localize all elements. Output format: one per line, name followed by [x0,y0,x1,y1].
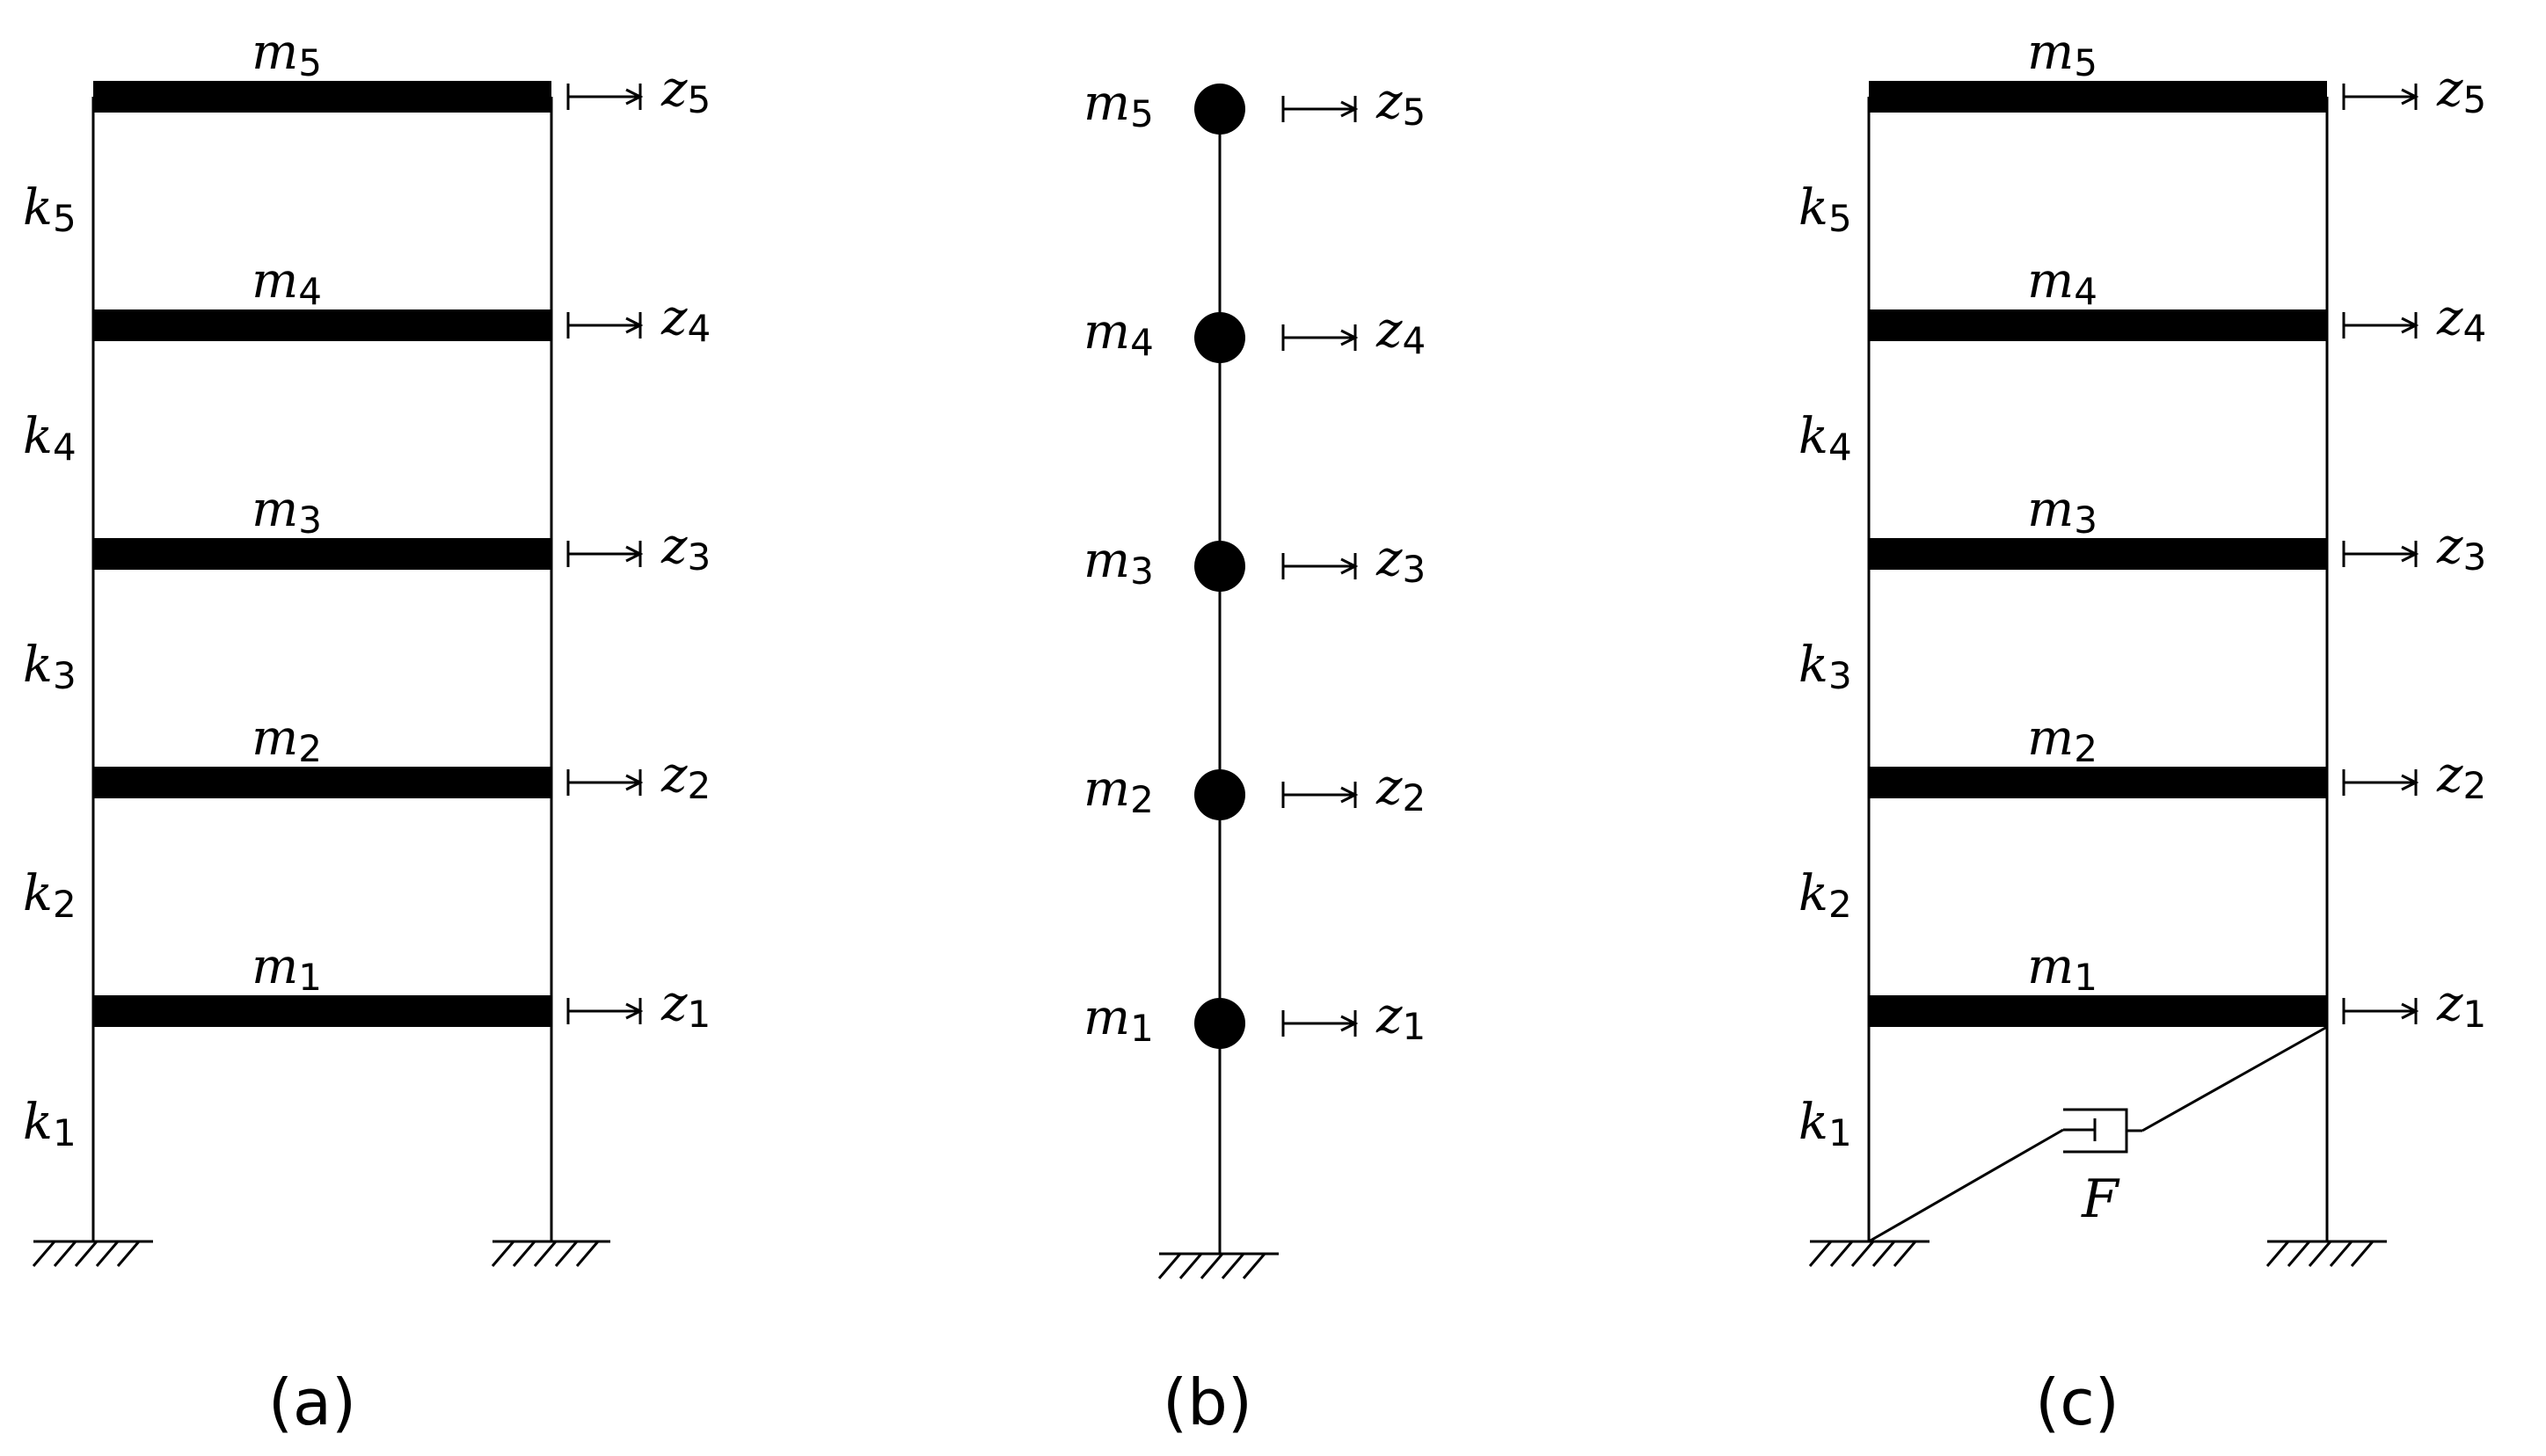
floor-slab-5 [1869,81,2327,113]
floor-slab-4 [1869,309,2327,341]
displacement-label-2: z2 [660,746,711,807]
damper-label: F [2081,1168,2120,1230]
displacement-arrow-5 [566,84,644,110]
panel-a: m5 m4 m3 m2 m1 z5 z4 z3 z2 z1 k5 k4 k3 k… [23,24,711,1439]
displacement-label-3: z3 [1375,530,1426,591]
mass-label-2: m2 [252,710,322,770]
mass-label-1: m1 [2027,938,2097,999]
displacement-label-5: z5 [2436,61,2486,121]
mass-label-4: m4 [252,252,322,313]
mass-label-1: m1 [252,938,322,999]
lumped-mass-1 [1194,998,1245,1049]
lumped-mass-3 [1194,541,1245,592]
mass-label-3: m3 [1083,532,1154,593]
displacement-label-4: z4 [1375,302,1426,362]
floor-slab-1 [1869,995,2327,1027]
ground-support-left [1808,1240,1930,1267]
displacement-label-1: z1 [660,975,711,1036]
mass-label-2: m2 [1083,761,1154,821]
panel-caption: (c) [2035,1365,2119,1439]
ground-support [1157,1252,1279,1279]
displacement-label-1: z1 [1375,987,1426,1048]
ground-support-left [32,1240,153,1267]
displacement-label-3: z3 [660,518,711,579]
displacement-arrow-2 [566,769,644,796]
displacement-label-2: z2 [2436,746,2486,807]
mass-label-5: m5 [1083,75,1154,135]
stiffness-label-5: k5 [23,179,77,240]
floor-slab-2 [1869,767,2327,798]
panel-caption: (b) [1163,1365,1252,1439]
panel-b: m5 m4 m3 m2 m1 z5 z4 z3 z2 z1 (b) [1083,73,1426,1439]
mass-label-3: m3 [252,481,322,542]
displacement-label-2: z2 [1375,759,1426,819]
stiffness-label-5: k5 [1798,179,1852,240]
displacement-label-5: z5 [1375,73,1426,134]
stiffness-label-3: k3 [1798,637,1852,697]
displacement-arrow-3 [566,541,644,567]
lumped-mass-4 [1194,312,1245,363]
displacement-label-5: z5 [660,61,711,121]
displacement-arrow-3 [2342,541,2419,567]
lumped-mass-2 [1194,769,1245,820]
ground-support-right [2265,1240,2387,1267]
displacement-arrow-4 [1281,324,1359,351]
stiffness-label-1: k1 [1798,1094,1852,1154]
mass-label-2: m2 [2027,710,2097,770]
displacement-arrow-1 [1281,1010,1359,1037]
stiffness-label-2: k2 [23,865,77,926]
stiffness-label-4: k4 [1798,408,1852,469]
floor-slab-2 [93,767,551,798]
mass-label-4: m4 [2027,252,2097,313]
mass-label-5: m5 [252,24,322,84]
panel-caption: (a) [268,1365,356,1439]
displacement-arrow-1 [2342,998,2419,1024]
displacement-label-4: z4 [2436,289,2486,350]
stiffness-label-1: k1 [23,1094,77,1154]
displacement-arrow-4 [566,312,644,339]
floor-slab-1 [93,995,551,1027]
displacement-arrow-2 [2342,769,2419,796]
displacement-arrow-3 [1281,553,1359,579]
mass-label-3: m3 [2027,481,2097,542]
panel-c: m5 m4 m3 m2 m1 z5 z4 z3 z2 z1 k5 k4 k3 k… [1798,24,2486,1439]
floor-slab-4 [93,309,551,341]
displacement-arrow-4 [2342,312,2419,339]
displacement-arrow-2 [1281,782,1359,808]
displacement-label-4: z4 [660,289,711,350]
stiffness-label-3: k3 [23,637,77,697]
mass-label-1: m1 [1083,989,1154,1050]
floor-slab-5 [93,81,551,113]
stiffness-label-4: k4 [23,408,77,469]
stiffness-label-2: k2 [1798,865,1852,926]
displacement-arrow-1 [566,998,644,1024]
floor-slab-3 [1869,538,2327,570]
mass-label-4: m4 [1083,303,1154,364]
displacement-label-1: z1 [2436,975,2486,1036]
displacement-arrow-5 [1281,96,1359,122]
displacement-arrow-5 [2342,84,2419,110]
mass-label-5: m5 [2027,24,2097,84]
damper-brace [1868,1025,2328,1243]
ground-support-right [491,1240,610,1267]
floor-slab-3 [93,538,551,570]
lumped-mass-5 [1194,84,1245,135]
displacement-label-3: z3 [2436,518,2486,579]
